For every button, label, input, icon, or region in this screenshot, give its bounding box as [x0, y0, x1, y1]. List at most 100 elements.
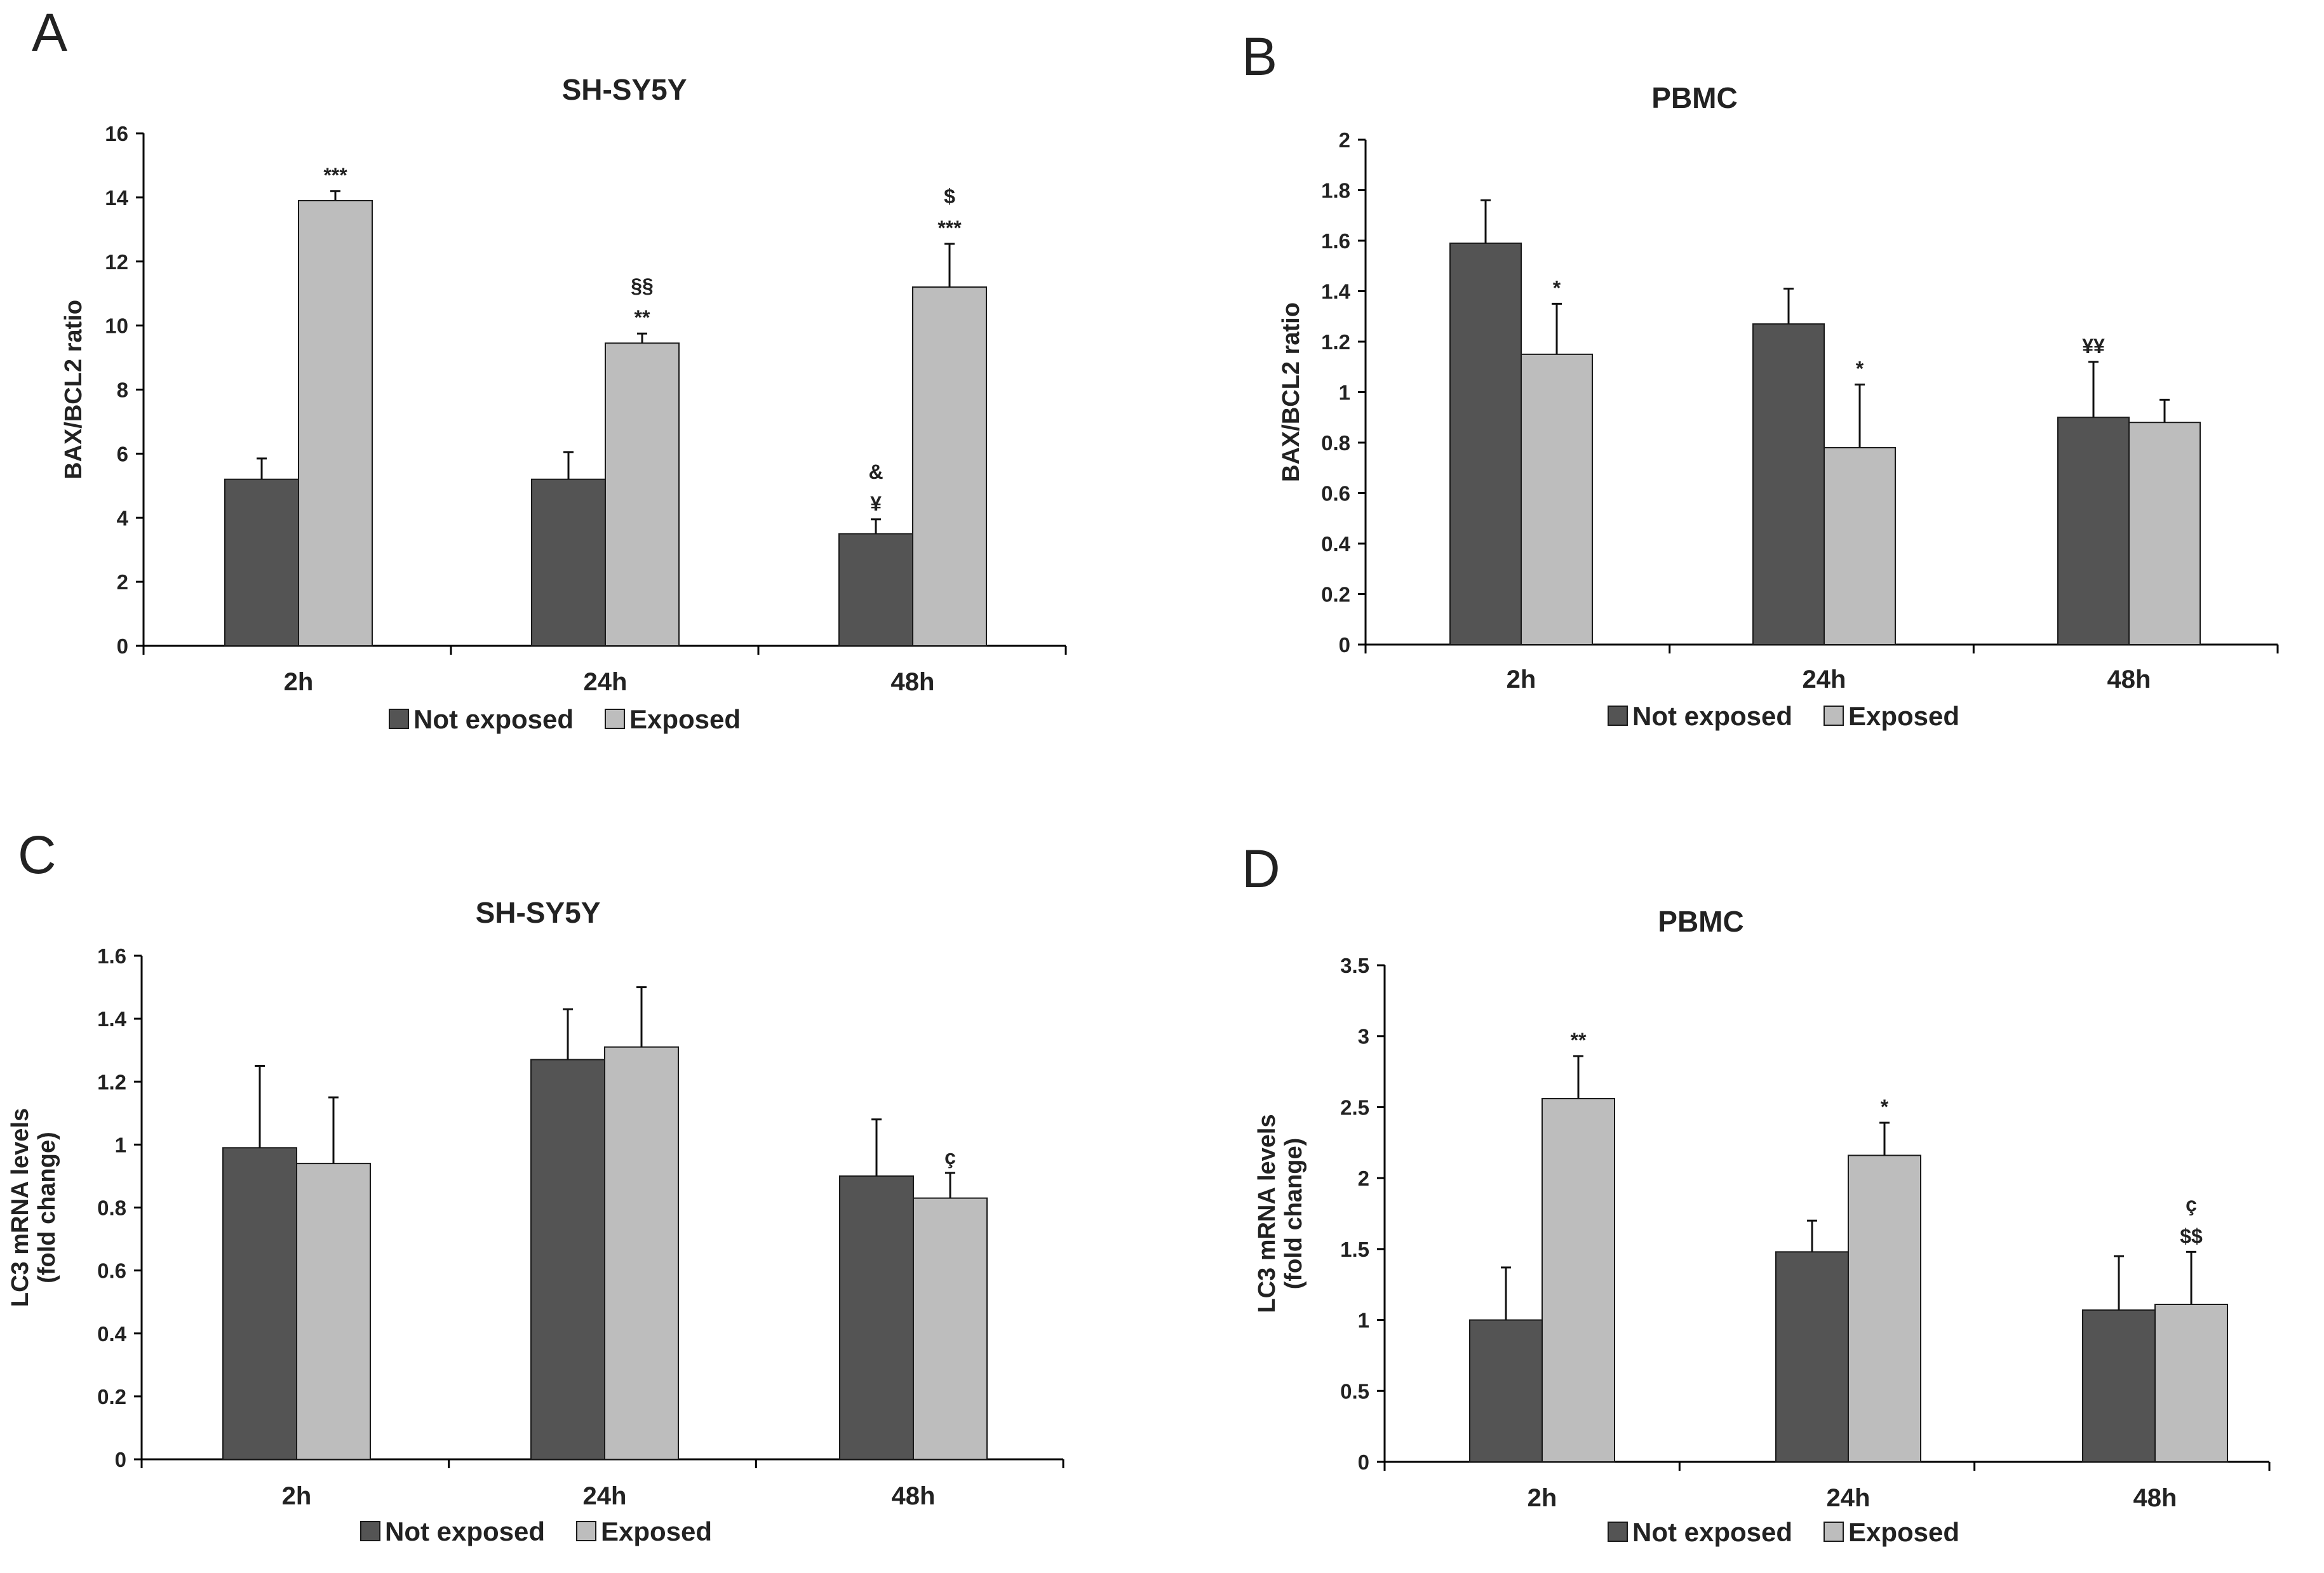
bar-exposed-2h: [1521, 353, 1593, 645]
bar-exposed-24h: [1824, 446, 1896, 645]
x-tick-label: 2h: [284, 668, 314, 696]
x-tick-label: 2h: [1528, 1484, 1557, 1512]
y-tick-label: 1.6: [97, 944, 126, 968]
y-tick-label: 0.8: [97, 1196, 126, 1220]
bar-not-exposed-2h: [224, 478, 299, 646]
bar-exposed-48h: [2154, 1303, 2228, 1463]
y-tick-label: 2: [1339, 128, 1350, 152]
x-tick-label: 2h: [1507, 666, 1536, 693]
panel-a: A SH-SY5Y BAX/BCL2 ratio 0 2 4 6 8 10 12 14 16 *** §§…: [32, 3, 1067, 734]
significance-label: $: [944, 185, 955, 208]
legend-label-not-exposed: Not exposed: [1632, 701, 1792, 731]
y-axis-label: BAX/BCL2 ratio: [1278, 302, 1305, 482]
y-tick-label: 3: [1358, 1025, 1369, 1048]
bar-not-exposed-48h: [2082, 1309, 2156, 1463]
chart-title: SH-SY5Y: [562, 73, 687, 106]
significance-label: ¥¥: [2082, 335, 2105, 358]
bar-exposed-2h: [296, 1163, 371, 1461]
x-tick-label: 2h: [282, 1482, 312, 1510]
y-axis-label: BAX/BCL2 ratio: [60, 300, 87, 479]
x-tick-label: 24h: [584, 668, 628, 696]
legend-label-exposed: Exposed: [1848, 701, 1959, 731]
y-tick-label: 1.6: [1321, 229, 1350, 253]
panel-b: B PBMC BAX/BCL2 ratio 0 0.2 0.4 0.6 0.8 1 1.2 1.4 1…: [1242, 27, 2279, 731]
y-tick-label: 0.4: [1321, 532, 1351, 556]
significance-label: **: [635, 306, 650, 329]
significance-label: ç: [944, 1146, 956, 1168]
legend-swatch-not-exposed: [389, 709, 409, 729]
bar-not-exposed-24h: [531, 478, 606, 646]
significance-label: ***: [323, 164, 347, 187]
y-tick-label: 0.2: [1321, 583, 1350, 606]
bar-exposed-24h: [604, 1046, 679, 1460]
significance-label: ¥: [870, 492, 882, 515]
y-tick-label: 0.8: [1321, 431, 1350, 455]
x-tick-label: 24h: [1803, 666, 1846, 693]
significance-label: **: [1571, 1029, 1587, 1052]
legend: Not exposed Exposed: [360, 1516, 712, 1546]
y-tick-label: 0.2: [97, 1385, 126, 1409]
significance-label: ***: [937, 217, 962, 239]
x-tick-label: 48h: [2133, 1484, 2177, 1512]
bar-not-exposed-2h: [1449, 242, 1522, 646]
y-tick-label: 4: [117, 506, 129, 530]
panel-letter: A: [32, 3, 67, 62]
x-tick-label: 48h: [2107, 666, 2151, 693]
bar-exposed-24h: [1848, 1155, 1921, 1463]
y-tick-label: 1.4: [1321, 280, 1351, 304]
bar-not-exposed-24h: [1775, 1251, 1849, 1463]
significance-label: §§: [631, 274, 654, 297]
y-tick-label: 1: [115, 1133, 126, 1156]
chart-title: SH-SY5Y: [476, 896, 601, 929]
y-tick-label: 2: [117, 570, 128, 594]
x-tick-label: 24h: [1827, 1484, 1871, 1512]
y-axis-label: LC3 mRNA levels: [1254, 1114, 1280, 1313]
legend: Not exposed Exposed: [1608, 701, 1959, 731]
y-tick-label: 0: [1358, 1450, 1369, 1474]
x-tick-label: 48h: [891, 668, 935, 696]
y-tick-label: 2.5: [1340, 1095, 1369, 1119]
legend: Not exposed Exposed: [1608, 1517, 1959, 1547]
legend-swatch-exposed: [605, 709, 625, 729]
y-tick-label: 0: [1339, 633, 1350, 657]
legend-swatch-exposed: [576, 1521, 596, 1541]
bar-not-exposed-48h: [839, 1175, 914, 1460]
panel-letter: D: [1242, 839, 1280, 899]
panel-letter: C: [18, 825, 57, 885]
legend-label-not-exposed: Not exposed: [413, 704, 574, 734]
chart-title: PBMC: [1658, 905, 1743, 938]
significance-label: *: [1881, 1095, 1889, 1118]
panel-d: D PBMC LC3 mRNA levels (fold change) 0 0.5 1 1.…: [1242, 839, 2271, 1547]
y-tick-label: 0.4: [97, 1322, 127, 1346]
y-tick-label: 0.5: [1340, 1379, 1369, 1403]
y-tick-label: 12: [105, 250, 128, 274]
bar-exposed-48h: [2128, 422, 2201, 645]
bar-exposed-2h: [298, 199, 373, 646]
bar-not-exposed-48h: [838, 533, 913, 646]
significance-label: ç: [2186, 1193, 2197, 1215]
bar-not-exposed-48h: [2057, 417, 2130, 645]
legend-label-not-exposed: Not exposed: [1632, 1517, 1792, 1547]
y-tick-label: 3.5: [1340, 954, 1369, 977]
y-tick-label: 0: [115, 1448, 126, 1471]
y-tick-label: 1.5: [1340, 1238, 1369, 1261]
x-tick-label: 48h: [892, 1482, 936, 1510]
legend-label-exposed: Exposed: [1848, 1517, 1959, 1547]
y-tick-label: 1.2: [97, 1070, 126, 1094]
legend-swatch-exposed: [1824, 1522, 1844, 1542]
x-tick-label: 24h: [583, 1482, 627, 1510]
bar-not-exposed-24h: [1752, 323, 1825, 645]
y-axis-label: LC3 mRNA levels: [7, 1108, 34, 1307]
y-tick-label: 6: [117, 442, 128, 465]
bar-exposed-2h: [1541, 1098, 1615, 1463]
significance-label: *: [1856, 358, 1864, 380]
legend: Not exposed Exposed: [389, 704, 741, 734]
panel-c: C SH-SY5Y LC3 mRNA levels (fold change) 0 0.2…: [7, 825, 1065, 1546]
bar-exposed-24h: [605, 342, 680, 646]
legend-label-exposed: Exposed: [601, 1516, 712, 1546]
significance-label: $$: [2180, 1224, 2203, 1247]
y-tick-label: 1: [1358, 1309, 1369, 1332]
y-tick-label: 10: [105, 314, 128, 338]
bar-not-exposed-2h: [1469, 1319, 1543, 1463]
legend-swatch-not-exposed: [1608, 1522, 1628, 1542]
